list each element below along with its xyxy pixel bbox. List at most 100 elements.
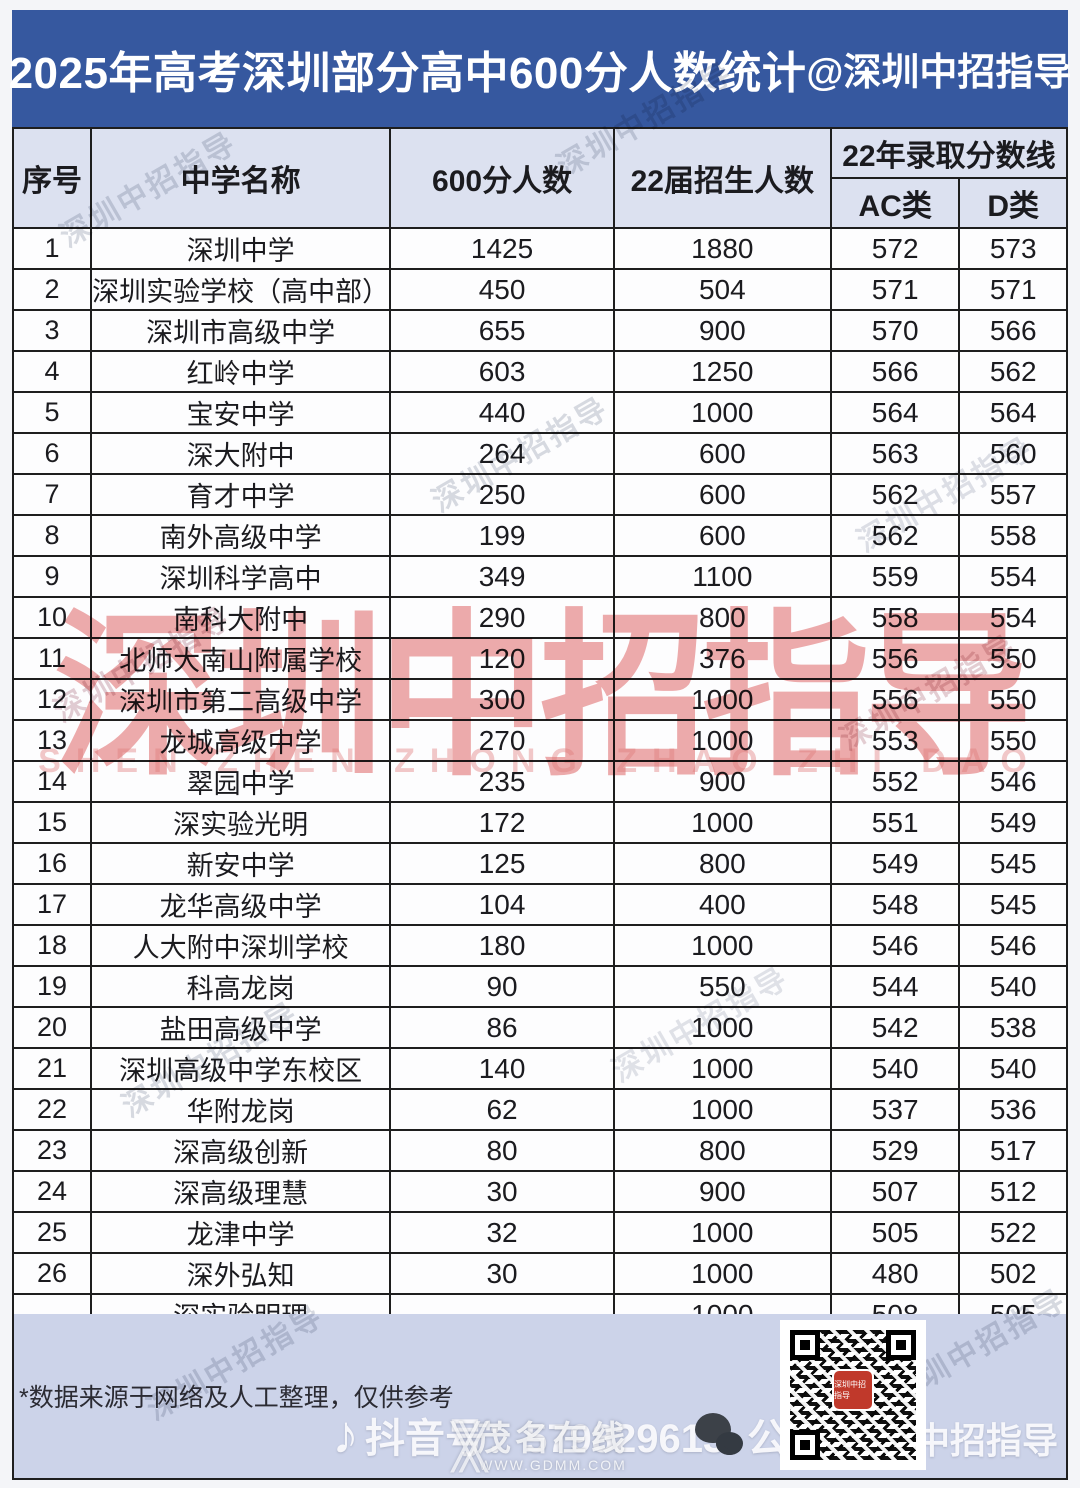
d-cell: 546 — [958, 924, 1068, 967]
count600-cell: 140 — [389, 1047, 615, 1090]
index-cell: 10 — [12, 596, 92, 639]
ac-cell: 480 — [829, 1252, 961, 1295]
douyin-watermark-line: ♪ 抖音号：579829613 公 — [332, 1406, 787, 1464]
qr-finder-icon — [790, 1430, 820, 1460]
d-cell: 554 — [958, 596, 1068, 639]
ac-cell: 556 — [829, 637, 961, 680]
index-cell: 18 — [12, 924, 92, 967]
ac-cell: 529 — [829, 1129, 961, 1172]
ac-cell: 507 — [829, 1170, 961, 1213]
count600-cell: 290 — [389, 596, 615, 639]
index-cell: 1 — [12, 227, 92, 270]
d-cell: 557 — [958, 473, 1068, 516]
table-row: 17 龙华高级中学 104 400 548 545 — [12, 883, 1068, 926]
count600-cell: 80 — [389, 1129, 615, 1172]
table-row: 14 翠园中学 235 900 552 546 — [12, 760, 1068, 803]
count600-cell: 120 — [389, 637, 615, 680]
enroll-cell: 1000 — [612, 678, 832, 721]
count600-cell: 199 — [389, 514, 615, 557]
ac-cell: 544 — [829, 965, 961, 1008]
table-row: 25 龙津中学 32 1000 505 522 — [12, 1211, 1068, 1254]
count600-cell: 349 — [389, 555, 615, 598]
d-cell: 571 — [958, 268, 1068, 311]
ac-cell: 537 — [829, 1088, 961, 1131]
school-cell: 深高级理慧 — [89, 1170, 392, 1213]
enroll-cell: 376 — [612, 637, 832, 680]
d-cell: 512 — [958, 1170, 1068, 1213]
col-header-count600: 600分人数 — [389, 127, 615, 229]
school-cell: 深圳实验学校（高中部） — [89, 268, 392, 311]
count600-cell: 655 — [389, 309, 615, 352]
index-cell: 8 — [12, 514, 92, 557]
table-row: 16 新安中学 125 800 549 545 — [12, 842, 1068, 885]
school-cell: 龙华高级中学 — [89, 883, 392, 926]
douyin-note-icon: ♪ — [332, 1405, 359, 1465]
table-row: 20 盐田高级中学 86 1000 542 538 — [12, 1006, 1068, 1049]
index-cell: 17 — [12, 883, 92, 926]
enroll-cell: 1000 — [612, 801, 832, 844]
table-row: 13 龙城高级中学 270 1000 553 550 — [12, 719, 1068, 762]
index-cell: 4 — [12, 350, 92, 393]
enroll-cell: 1250 — [612, 350, 832, 393]
school-cell: 宝安中学 — [89, 391, 392, 434]
count600-cell: 270 — [389, 719, 615, 762]
ac-cell: 540 — [829, 1047, 961, 1090]
school-cell: 龙城高级中学 — [89, 719, 392, 762]
enroll-cell: 600 — [612, 514, 832, 557]
ac-cell: 572 — [829, 227, 961, 270]
school-cell: 深圳市高级中学 — [89, 309, 392, 352]
table-row: 26 深外弘知 30 1000 480 502 — [12, 1252, 1068, 1295]
ac-cell: 553 — [829, 719, 961, 762]
table-body: 1 深圳中学 1425 1880 572 573 2 深圳实验学校（高中部） 450 504 57… — [12, 227, 1068, 1418]
table-row: 6 深大附中 264 600 563 560 — [12, 432, 1068, 475]
index-cell: 3 — [12, 309, 92, 352]
d-cell: 549 — [958, 801, 1068, 844]
count600-cell: 30 — [389, 1252, 615, 1295]
index-cell: 25 — [12, 1211, 92, 1254]
table-row: 11 北师大南山附属学校 120 376 556 550 — [12, 637, 1068, 680]
table-row: 19 科高龙岗 90 550 544 540 — [12, 965, 1068, 1008]
wechat-icon — [695, 1413, 745, 1457]
ac-cell: 551 — [829, 801, 961, 844]
d-cell: 558 — [958, 514, 1068, 557]
count600-cell: 603 — [389, 350, 615, 393]
douyin-id-text: 抖音号：579829613 — [365, 1417, 726, 1461]
count600-cell: 90 — [389, 965, 615, 1008]
enroll-cell: 800 — [612, 596, 832, 639]
index-cell: 15 — [12, 801, 92, 844]
table-row: 4 红岭中学 603 1250 566 562 — [12, 350, 1068, 393]
table-header: 序号 中学名称 600分人数 22届招生人数 22年录取分数线 AC类 D类 — [12, 127, 1069, 229]
table-row: 3 深圳市高级中学 655 900 570 566 — [12, 309, 1068, 352]
table-row: 7 育才中学 250 600 562 557 — [12, 473, 1068, 516]
ac-cell: 549 — [829, 842, 961, 885]
d-cell: 560 — [958, 432, 1068, 475]
school-cell: 北师大南山附属学校 — [89, 637, 392, 680]
data-source-note: *数据来源于网络及人工整理，仅供参考 — [19, 1384, 454, 1412]
table-row: 22 华附龙岗 62 1000 537 536 — [12, 1088, 1068, 1131]
index-cell: 23 — [12, 1129, 92, 1172]
ac-cell: 556 — [829, 678, 961, 721]
footer-strip: *数据来源于网络及人工整理，仅供参考 ♪ 抖音号：579829613 公 川中招… — [12, 1314, 1068, 1480]
school-cell: 龙津中学 — [89, 1211, 392, 1254]
table-row: 1 深圳中学 1425 1880 572 573 — [12, 227, 1068, 270]
header-row-2: AC类 D类 — [13, 177, 1068, 229]
col-header-ac: AC类 — [829, 177, 961, 229]
table-row: 5 宝安中学 440 1000 564 564 — [12, 391, 1068, 434]
count600-cell: 180 — [389, 924, 615, 967]
col-header-scoreline22: 22年录取分数线 — [829, 127, 1069, 179]
count600-cell: 1425 — [389, 227, 615, 270]
qr-center-logo: 深圳中招指导 — [832, 1368, 874, 1411]
school-cell: 南科大附中 — [89, 596, 392, 639]
d-cell: 540 — [958, 965, 1068, 1008]
school-cell: 盐田高级中学 — [89, 1006, 392, 1049]
count600-cell: 450 — [389, 268, 615, 311]
enroll-cell: 504 — [612, 268, 832, 311]
enroll-cell: 600 — [612, 432, 832, 475]
enroll-cell: 1000 — [612, 1252, 832, 1295]
ac-cell: 564 — [829, 391, 961, 434]
enroll-cell: 550 — [612, 965, 832, 1008]
count600-cell: 125 — [389, 842, 615, 885]
school-cell: 红岭中学 — [89, 350, 392, 393]
ac-cell: 558 — [829, 596, 961, 639]
